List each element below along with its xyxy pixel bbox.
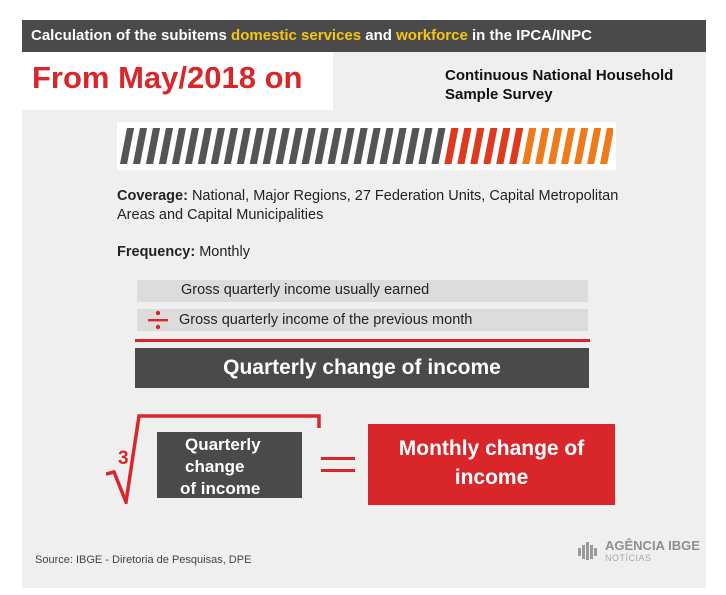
- ibge-logo-icon: [578, 542, 597, 560]
- progress-segment: [288, 128, 303, 164]
- progress-segment: [457, 128, 472, 164]
- progress-segment: [197, 128, 212, 164]
- progress-segment: [275, 128, 290, 164]
- coverage-text: Coverage: National, Major Regions, 27 Fe…: [117, 187, 657, 225]
- fraction-line: [135, 339, 590, 342]
- radicand-line2: change: [185, 457, 245, 476]
- progress-segment: [561, 128, 576, 164]
- progress-segment: [262, 128, 277, 164]
- frequency-value: Monthly: [195, 244, 250, 260]
- monthly-change-box: Monthly change of income: [368, 424, 615, 505]
- monthly-change-line1: Monthly change of: [398, 437, 585, 460]
- progress-segment: [120, 128, 135, 164]
- numerator-row: [137, 280, 588, 302]
- numerator-text: Gross quarterly income usually earned: [181, 282, 430, 298]
- period-title: From May/2018 on: [32, 60, 303, 95]
- progress-segment: [133, 128, 148, 164]
- denominator-row: [137, 309, 588, 331]
- progress-segment: [249, 128, 264, 164]
- denominator-text: Gross quarterly income of the previous m…: [179, 312, 473, 328]
- progress-segment: [470, 128, 485, 164]
- progress-segment: [587, 128, 602, 164]
- header-highlight-workforce: workforce: [396, 27, 468, 44]
- division-icon: [148, 310, 168, 330]
- radicand-line1: Quarterly: [185, 435, 261, 454]
- coverage-label: Coverage:: [117, 188, 188, 204]
- progress-segment: [431, 128, 446, 164]
- progress-segment: [548, 128, 563, 164]
- coverage-value: National, Major Regions, 27 Federation U…: [117, 188, 619, 223]
- progress-segment: [392, 128, 407, 164]
- logo-sub-text: NOTÍCIAS: [605, 553, 652, 563]
- header-middle: and: [361, 27, 397, 44]
- progress-segment: [574, 128, 589, 164]
- agencia-ibge-logo: AGÊNCIA IBGE NOTÍCIAS: [578, 538, 708, 568]
- survey-name-line1: Continuous National Household: [445, 67, 674, 84]
- progress-segment: [405, 128, 420, 164]
- progress-segment: [327, 128, 342, 164]
- cube-root-symbol: [106, 414, 321, 504]
- progress-segment: [353, 128, 368, 164]
- progress-bar: [120, 128, 613, 164]
- progress-segment: [366, 128, 381, 164]
- progress-segment: [223, 128, 238, 164]
- quarterly-change-box: Quarterly change of income: [135, 348, 589, 388]
- progress-segment: [301, 128, 316, 164]
- period-box: [22, 52, 333, 110]
- progress-segment: [483, 128, 498, 164]
- progress-segment: [210, 128, 225, 164]
- progress-segment: [340, 128, 355, 164]
- progress-segment: [236, 128, 251, 164]
- equals-icon: [321, 457, 355, 472]
- progress-segment: [158, 128, 174, 164]
- frequency-label: Frequency:: [117, 244, 196, 260]
- progress-segment: [379, 128, 394, 164]
- logo-main-text: AGÊNCIA IBGE: [605, 538, 700, 553]
- progress-segment: [314, 128, 329, 164]
- progress-segment: [600, 128, 613, 164]
- survey-name: Continuous National Household Sample Sur…: [445, 66, 705, 104]
- root-index: 3: [118, 448, 129, 469]
- progress-segment: [522, 128, 537, 164]
- header-highlight-domestic-services: domestic services: [231, 27, 362, 44]
- progress-segment: [418, 128, 433, 164]
- header-prefix: Calculation of the subitems: [31, 27, 232, 44]
- progress-segment: [535, 128, 550, 164]
- radicand-line3: of income: [180, 479, 261, 498]
- progress-segment: [184, 128, 199, 164]
- frequency-text: Frequency: Monthly: [117, 244, 250, 260]
- progress-segment: [509, 128, 524, 164]
- header-bar: Calculation of the subitems domestic ser…: [22, 20, 706, 52]
- progress-segment: [171, 128, 186, 164]
- header-suffix: in the IPCA/INPC: [467, 27, 593, 44]
- source-note: Source: IBGE - Diretoria de Pesquisas, D…: [35, 554, 252, 566]
- monthly-change-line2: income: [454, 466, 529, 489]
- radicand-box: Quarterly change of income: [157, 432, 302, 498]
- progress-segment: [444, 128, 459, 164]
- progress-segment: [145, 128, 161, 164]
- survey-name-line2: Sample Survey: [445, 86, 553, 103]
- progress-segment: [496, 128, 511, 164]
